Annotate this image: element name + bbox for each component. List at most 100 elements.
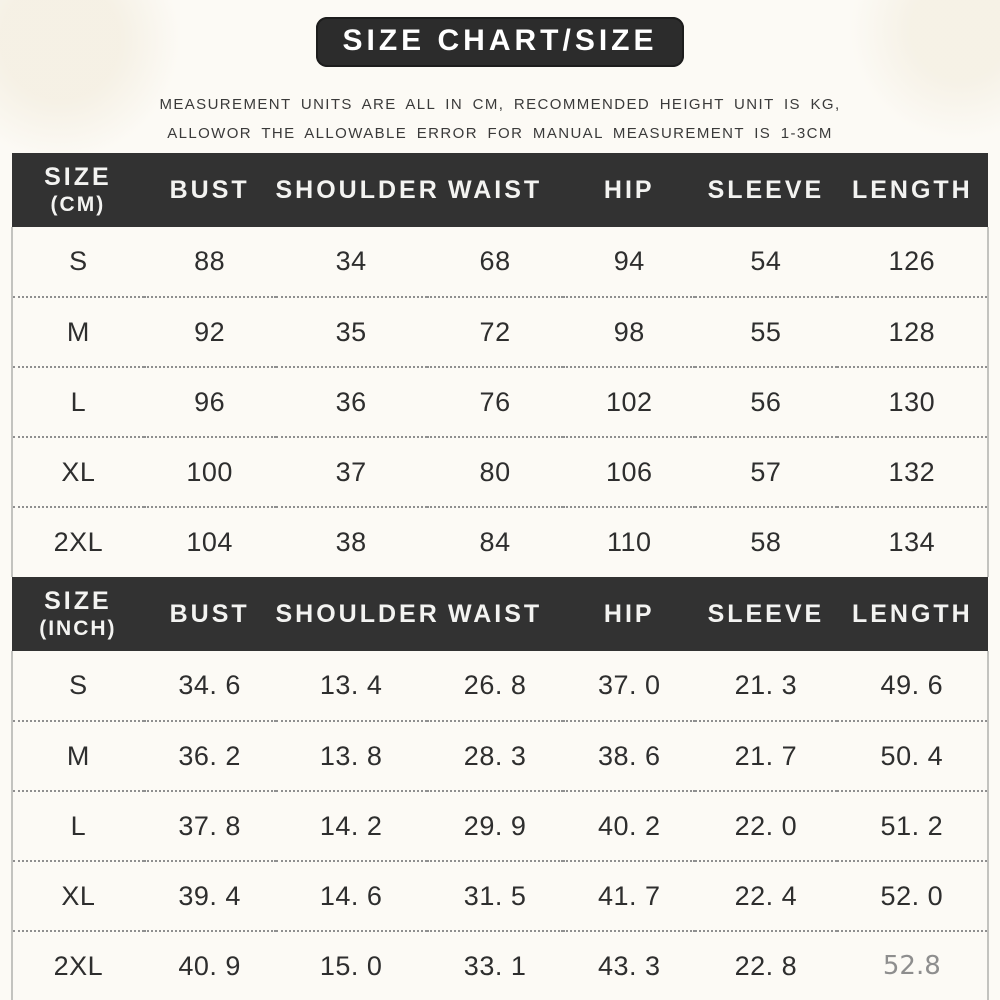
column-header-length: LENGTH	[836, 153, 988, 227]
value-cell: 37	[275, 437, 427, 508]
table-row-xl: XL 100 37 80 106 57 132	[11, 437, 990, 508]
column-header-waist: WAIST	[426, 153, 564, 227]
value-cell: 34. 6	[143, 651, 276, 722]
value-cell: 26. 8	[426, 651, 564, 722]
table-row-s: S 34. 6 13. 4 26. 8 37. 0 21. 3 49. 6	[11, 651, 990, 722]
value-cell: 34	[275, 227, 427, 298]
value-cell: 132	[836, 437, 990, 508]
value-cell: 96	[143, 367, 276, 438]
value-cell: 130	[836, 367, 990, 438]
size-cell: S	[11, 227, 144, 298]
size-cell: 2XL	[11, 507, 144, 577]
value-cell: 41. 7	[563, 861, 696, 932]
column-header-sleeve: SLEEVE	[695, 153, 837, 227]
value-cell: 88	[143, 227, 276, 298]
value-cell: 33. 1	[426, 931, 564, 1000]
value-cell: 51. 2	[836, 791, 990, 862]
value-cell: 76	[426, 367, 564, 438]
size-table-cm: SIZE (CM) BUST SHOULDER WAIST HIP SLEEVE LENGTH…	[11, 153, 990, 577]
value-cell: 52. 0	[836, 861, 990, 932]
value-cell: 94	[563, 227, 696, 298]
value-cell: 37. 8	[143, 791, 276, 862]
table-row-2xl: 2XL 104 38 84 110 58 134	[11, 507, 990, 577]
column-header-shoulder: SHOULDER	[275, 153, 437, 227]
value-cell: 39. 4	[143, 861, 276, 932]
value-cell: 100	[143, 437, 276, 508]
column-header-size: SIZE (INCH)	[12, 577, 144, 651]
title-badge-row: SIZE CHART/SIZE	[0, 0, 1000, 67]
size-header-unit: (CM)	[50, 193, 106, 216]
page-title: SIZE CHART/SIZE	[316, 17, 684, 67]
value-cell: 84	[479, 527, 511, 557]
value-cell: 13. 4	[275, 651, 427, 722]
header-row: SIZE (CM) BUST SHOULDER WAIST HIP SLEEVE LENGTH	[12, 153, 988, 227]
value-cell: 49. 6	[836, 651, 990, 722]
value-cell: 22. 0	[695, 791, 837, 862]
table-row-m: M 92 35 72 98 55 128	[11, 297, 990, 368]
value-cell: 50. 4	[836, 721, 990, 792]
header-row: SIZE (INCH) BUST SHOULDER WAIST HIP SLEEVE LENG…	[12, 577, 988, 651]
value-cell: 102	[563, 367, 696, 438]
value-cell: 128	[836, 297, 990, 368]
value-cell: 134	[836, 507, 990, 577]
value-cell: 57	[695, 437, 837, 508]
value-cell: 80	[426, 437, 564, 508]
table-row-s: S 88 34 68 94 54 126	[11, 227, 990, 298]
table-row-xl: XL 39. 4 14. 6 31. 5 41. 7 22. 4 52. 0	[11, 861, 990, 932]
table-row-l: L 96 36 76 102 56 130	[11, 367, 990, 438]
value-cell: 31. 5	[426, 861, 564, 932]
column-header-bust: BUST	[143, 577, 276, 651]
value-cell: 14. 6	[275, 861, 427, 932]
value-cell: 37. 0	[563, 651, 696, 722]
column-header-hip: HIP	[563, 577, 696, 651]
measurement-note: MEASUREMENT UNITS ARE ALL IN CM, RECOMME…	[0, 90, 1000, 148]
table-row-l: L 37. 8 14. 2 29. 9 40. 2 22. 0 51. 2	[11, 791, 990, 862]
value-cell: 35	[275, 297, 427, 368]
size-cell: 2XL	[11, 931, 144, 1000]
value-cell: 38. 6	[563, 721, 696, 792]
value-cell: 126	[836, 227, 990, 298]
value-cell: 29. 9	[426, 791, 564, 862]
value-cell: 92	[143, 297, 276, 368]
column-header-shoulder: SHOULDER	[275, 577, 437, 651]
value-cell: 54	[695, 227, 837, 298]
size-header-unit: (INCH)	[39, 617, 117, 640]
value-cell: 58	[750, 527, 782, 557]
column-header-length: LENGTH	[836, 577, 988, 651]
value-cell: 43. 3	[563, 931, 696, 1000]
size-cell: XL	[11, 861, 144, 932]
size-header-label: SIZE	[44, 587, 112, 615]
value-cell: 110	[606, 527, 652, 557]
size-table-inch: SIZE (INCH) BUST SHOULDER WAIST HIP SLEEVE LENG…	[11, 577, 990, 1000]
table-row-2xl: 2XL 40. 9 15. 0 33. 1 43. 3 22. 8 52.8	[11, 931, 990, 1000]
size-cell: M	[11, 297, 144, 368]
size-header-label: SIZE	[44, 163, 112, 191]
table-row-m: M 36. 2 13. 8 28. 3 38. 6 21. 7 50. 4	[11, 721, 990, 792]
value-cell: 21. 3	[695, 651, 837, 722]
column-header-sleeve: SLEEVE	[695, 577, 837, 651]
value-cell: 68	[426, 227, 564, 298]
value-cell: 22. 8	[695, 931, 837, 1000]
value-cell: 40. 2	[563, 791, 696, 862]
value-cell: 21. 7	[695, 721, 837, 792]
value-cell: 106	[563, 437, 696, 508]
value-cell: 38	[335, 527, 367, 557]
size-cell: L	[11, 367, 144, 438]
value-cell: 72	[426, 297, 564, 368]
value-cell: 36	[275, 367, 427, 438]
value-cell: 98	[563, 297, 696, 368]
value-cell: 56	[695, 367, 837, 438]
measurement-note-line2: ALLOWOR THE ALLOWABLE ERROR FOR MANUAL M…	[167, 125, 833, 142]
value-cell: 28. 3	[426, 721, 564, 792]
value-cell: 36. 2	[143, 721, 276, 792]
column-header-waist: WAIST	[426, 577, 564, 651]
column-header-size: SIZE (CM)	[12, 153, 144, 227]
size-cell: XL	[11, 437, 144, 508]
value-cell: 40. 9	[143, 931, 276, 1000]
value-cell: 15. 0	[275, 931, 427, 1000]
value-cell: 52.8	[836, 931, 990, 1000]
column-header-hip: HIP	[563, 153, 696, 227]
value-cell: 14. 2	[275, 791, 427, 862]
value-cell: 55	[695, 297, 837, 368]
size-cell: L	[11, 791, 144, 862]
